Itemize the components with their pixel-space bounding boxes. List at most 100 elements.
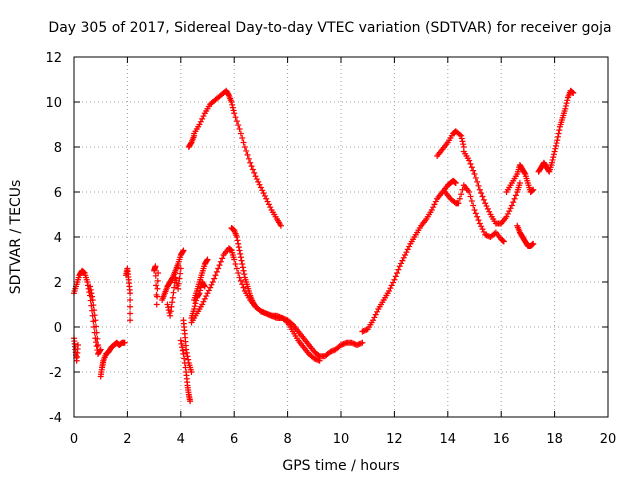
data-point: [479, 193, 486, 200]
data-point: [467, 160, 474, 167]
data-point: [197, 118, 204, 125]
data-point: [154, 285, 161, 292]
data-point: [179, 344, 186, 351]
data-point: [172, 274, 179, 281]
data-point: [394, 270, 401, 276]
data-point: [261, 192, 268, 199]
grid: [74, 57, 608, 417]
data-point: [212, 272, 219, 279]
data-point: [402, 252, 409, 258]
data-point: [164, 301, 171, 308]
data-point: [232, 261, 239, 267]
data-point: [374, 308, 381, 315]
data-point: [430, 204, 437, 211]
data-point: [236, 274, 243, 281]
data-point: [175, 285, 182, 292]
series-arc-n: [191, 87, 284, 229]
data-point: [89, 297, 96, 303]
series-arc-r: [434, 128, 467, 159]
data-point: [456, 131, 463, 138]
data-point: [471, 171, 478, 177]
data-point: [245, 155, 252, 162]
data-point: [97, 346, 104, 353]
data-point: [169, 294, 176, 301]
data-point: [235, 122, 242, 129]
data-point: [507, 205, 514, 212]
data-point: [466, 189, 473, 195]
data-point: [243, 147, 250, 154]
data-point: [249, 166, 256, 173]
data-point: [556, 127, 563, 134]
data-point: [235, 240, 242, 247]
data-point: [550, 154, 557, 161]
data-point: [188, 369, 195, 375]
data-point: [468, 198, 475, 204]
data-point: [93, 329, 100, 336]
data-point: [154, 293, 161, 300]
series-arc-t: [442, 182, 507, 245]
data-point: [204, 290, 211, 297]
data-point: [267, 204, 274, 211]
data-point: [177, 270, 184, 277]
data-point: [458, 191, 465, 198]
data-point: [391, 276, 398, 283]
series-arc-w: [535, 87, 577, 175]
data-point: [388, 282, 395, 289]
data-point: [456, 195, 463, 202]
data-point: [176, 275, 183, 282]
data-point: [180, 351, 187, 357]
y-axis-label: SDTVAR / TECUs: [8, 180, 24, 295]
data-point: [197, 284, 204, 291]
data-point: [236, 247, 243, 254]
data-point: [180, 247, 187, 254]
data-point: [452, 180, 459, 186]
data-point: [187, 140, 194, 147]
series-arc-v: [503, 162, 537, 195]
data-point: [191, 303, 198, 310]
data-point: [167, 312, 174, 319]
plot-frame: [73, 56, 609, 418]
data-point: [564, 97, 571, 104]
data-point: [256, 181, 263, 188]
data-point: [244, 151, 251, 158]
y-tick-label: 0: [54, 321, 62, 336]
data-point: [516, 180, 523, 186]
data-point: [476, 220, 483, 227]
data-point: [127, 310, 134, 317]
data-point: [201, 295, 208, 302]
data-point: [127, 297, 134, 303]
data-point: [400, 254, 407, 261]
data-point: [483, 203, 490, 210]
data-point: [97, 347, 104, 354]
data-point: [471, 207, 478, 213]
data-point: [253, 176, 260, 183]
data-point: [251, 169, 258, 176]
data-point: [406, 243, 413, 250]
data-point: [484, 205, 491, 212]
data-point: [264, 198, 271, 205]
x-tick-label: 4: [177, 432, 185, 447]
data-point: [229, 101, 236, 108]
data-point: [90, 302, 97, 309]
data-point: [238, 257, 245, 264]
data-point: [467, 193, 474, 200]
data-point: [200, 298, 207, 305]
y-tick-label: 10: [45, 96, 62, 111]
x-tick-label: 8: [283, 432, 291, 447]
data-point: [530, 240, 537, 247]
data-point: [548, 159, 555, 166]
x-tick-label: 0: [70, 432, 78, 447]
data-point: [478, 223, 485, 230]
data-point: [177, 337, 184, 344]
data-point: [127, 303, 134, 310]
data-point: [213, 268, 220, 275]
data-point: [225, 91, 232, 98]
data-point: [191, 306, 198, 312]
data-point: [170, 289, 177, 296]
data-point: [472, 210, 479, 217]
series-arc-b: [71, 335, 82, 364]
series-arc-f: [151, 263, 162, 308]
data-point: [208, 281, 215, 288]
series-arc-p: [228, 225, 323, 364]
